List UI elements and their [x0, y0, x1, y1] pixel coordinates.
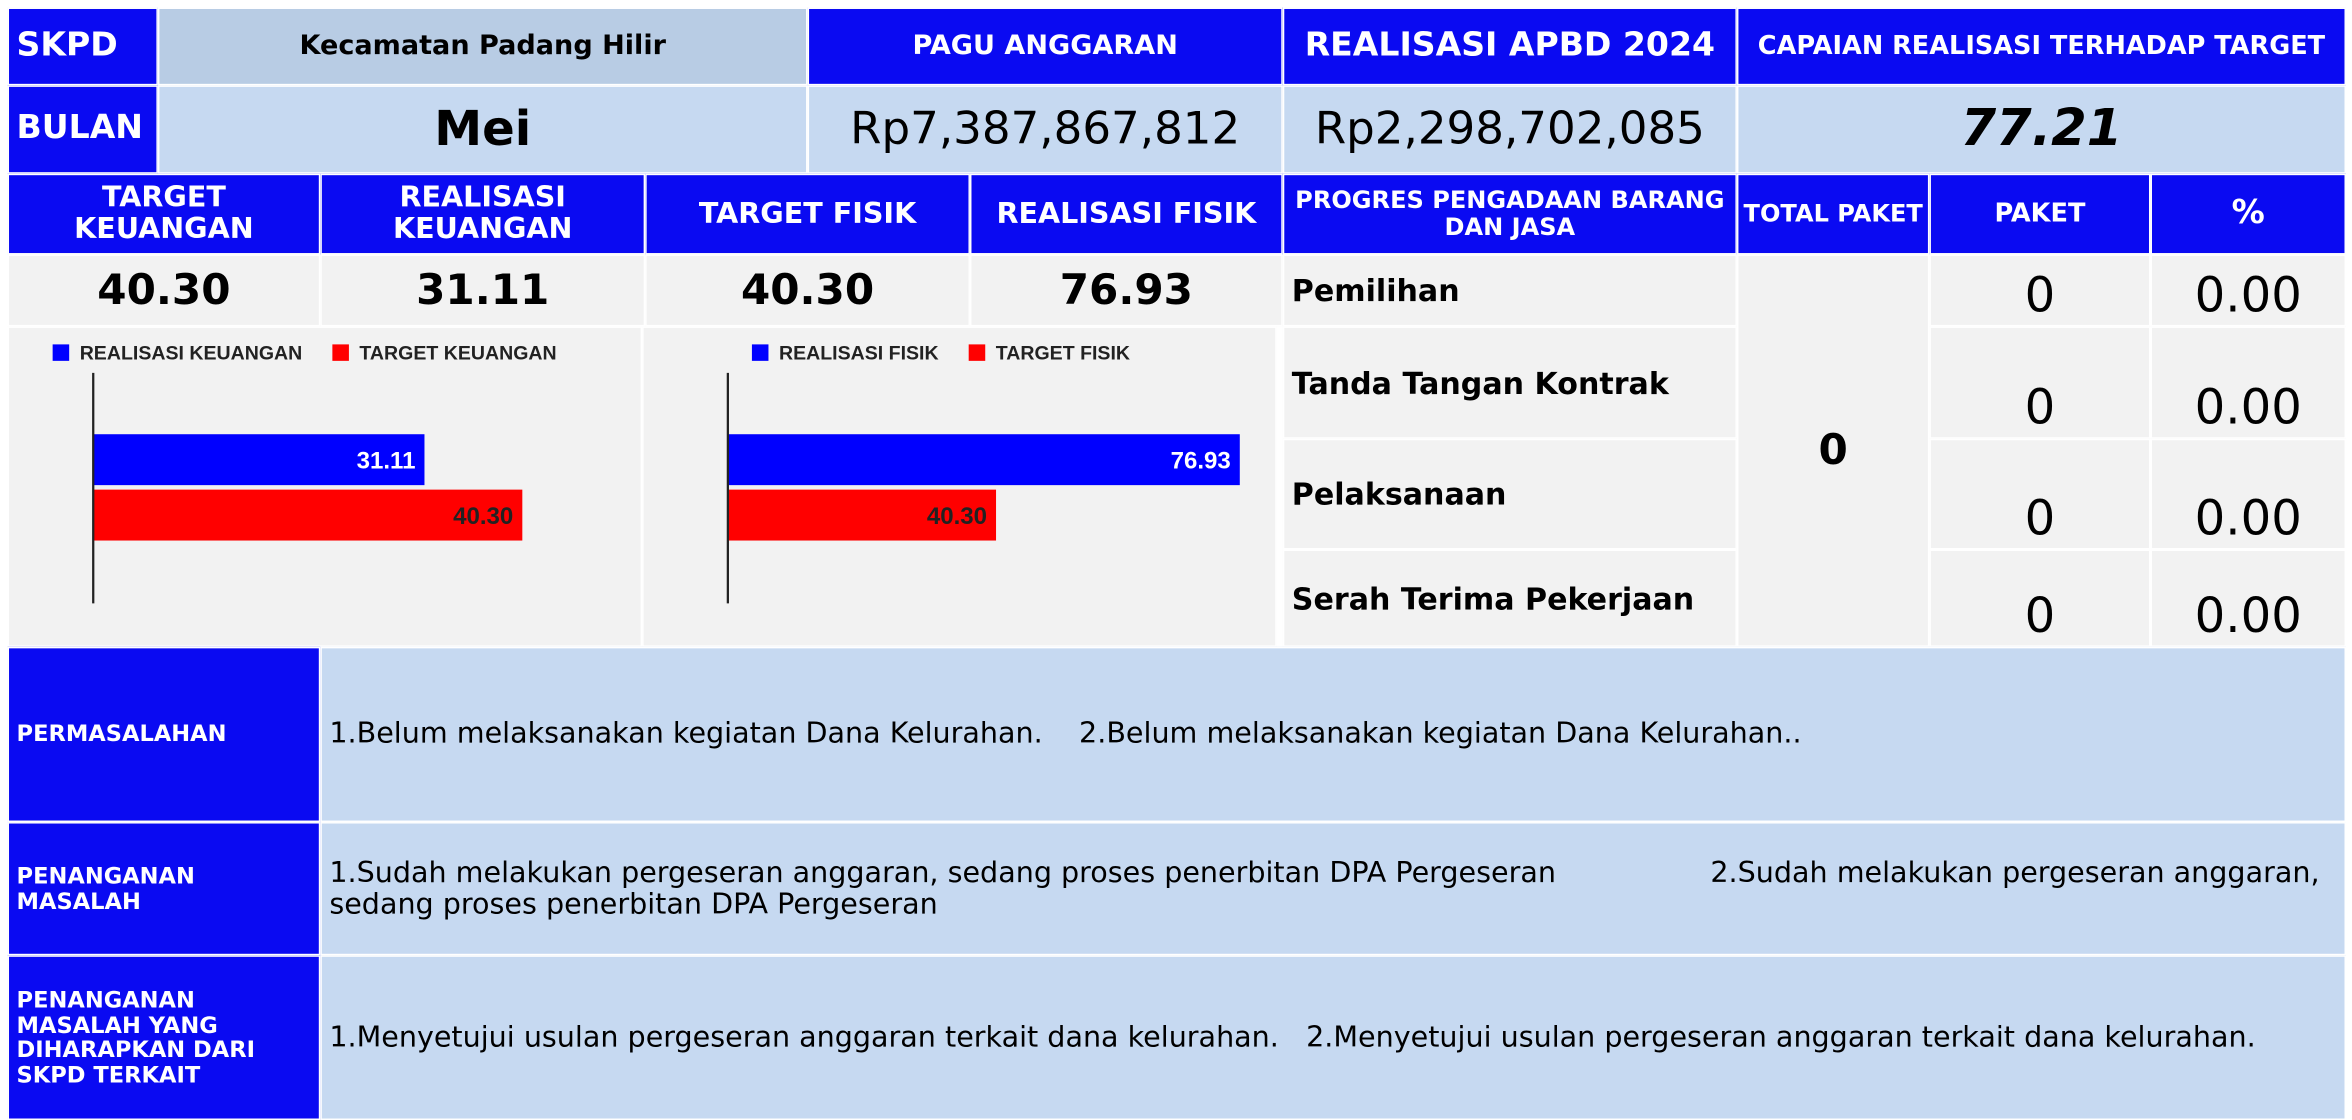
procurement-header: %	[2150, 173, 2346, 255]
realisasi: Rp2,298,702,085	[1282, 85, 1737, 174]
pagu: Rp7,387,867,812	[807, 85, 1283, 174]
stage-percent: 0.00	[2150, 326, 2346, 439]
stage-label: Pelaksanaan	[1282, 438, 1737, 550]
stage-label: Pemilihan	[1282, 254, 1737, 327]
summary-header: REALISASI FISIK	[969, 173, 1283, 255]
legend-label: TARGET KEUANGAN	[359, 342, 556, 364]
stage-percent: 0.00	[2150, 438, 2346, 550]
stage-paket: 0	[1929, 326, 2151, 439]
bar	[93, 434, 425, 486]
summary-header: REALISASI KEUANGAN	[320, 173, 646, 255]
note-label: PENANGANAN MASALAH	[7, 822, 321, 956]
summary-value: 40.30	[645, 254, 970, 327]
pagu-label: PAGU ANGGARAN	[807, 7, 1283, 86]
chart-panel: REALISASI FISIK TARGET FISIK 76.93 40.30	[642, 326, 1277, 647]
stage-paket: 0	[1929, 549, 2151, 647]
bar	[727, 489, 997, 541]
skpd: Kecamatan Padang Hilir	[157, 7, 808, 86]
stage-paket: 0	[1929, 438, 2151, 550]
bar-chart: REALISASI FISIK TARGET FISIK 76.93 40.30	[726, 342, 1240, 604]
stage-percent: 0.00	[2150, 254, 2346, 327]
skpd-label: SKPD	[7, 7, 158, 86]
summary-header: TARGET KEUANGAN	[7, 173, 321, 255]
bulan: Mei	[157, 85, 808, 174]
procurement-header: TOTAL PAKET	[1736, 173, 1930, 255]
chart-panel: REALISASI KEUANGAN TARGET KEUANGAN 31.11 40…	[7, 326, 643, 647]
stage-label: Serah Terima Pekerjaan	[1282, 549, 1737, 647]
note-text: 1.Menyetujui usulan pergeseran anggaran …	[320, 955, 2346, 1120]
bar-value-label: 40.30	[453, 503, 513, 530]
note-label: PENANGANAN MASALAH YANG DIHARAPKAN DARI …	[7, 955, 321, 1120]
stage-label: Tanda Tangan Kontrak	[1282, 326, 1737, 439]
legend-swatch	[968, 344, 986, 361]
bar-value-label: 76.93	[1171, 448, 1231, 475]
summary-header: TARGET FISIK	[645, 173, 970, 255]
summary-value: 76.93	[969, 254, 1283, 327]
total-paket: 0	[1736, 254, 1930, 647]
stage-percent: 0.00	[2150, 549, 2346, 647]
legend-label: TARGET FISIK	[996, 342, 1130, 364]
note-text: 1.Sudah melakukan pergeseran anggaran, s…	[320, 822, 2346, 956]
legend-label: REALISASI KEUANGAN	[80, 342, 303, 364]
procurement-header: PROGRES PENGADAAN BARANG DAN JASA	[1282, 173, 1737, 255]
capaian: 77.21	[1736, 85, 2346, 174]
procurement-header: PAKET	[1929, 173, 2151, 255]
bar	[727, 434, 1240, 486]
note-text: 1.Belum melaksanakan kegiatan Dana Kelur…	[320, 646, 2346, 823]
capaian-label: CAPAIAN REALISASI TERHADAP TARGET	[1736, 7, 2346, 86]
legend-swatch	[52, 344, 70, 361]
summary-value: 31.11	[320, 254, 646, 327]
bar	[93, 489, 523, 541]
bulan-label: BULAN	[7, 85, 158, 174]
bar-value-label: 31.11	[357, 448, 416, 475]
legend-swatch	[751, 344, 769, 361]
bar-chart: REALISASI KEUANGAN TARGET KEUANGAN 31.11 40…	[52, 342, 557, 604]
realisasi-label: REALISASI APBD 2024	[1282, 7, 1737, 86]
legend-label: REALISASI FISIK	[779, 342, 939, 364]
summary-value: 40.30	[7, 254, 321, 327]
bar-value-label: 40.30	[927, 503, 987, 530]
legend-swatch	[332, 344, 349, 361]
note-label: PERMASALAHAN	[7, 646, 321, 823]
stage-paket: 0	[1929, 254, 2151, 327]
